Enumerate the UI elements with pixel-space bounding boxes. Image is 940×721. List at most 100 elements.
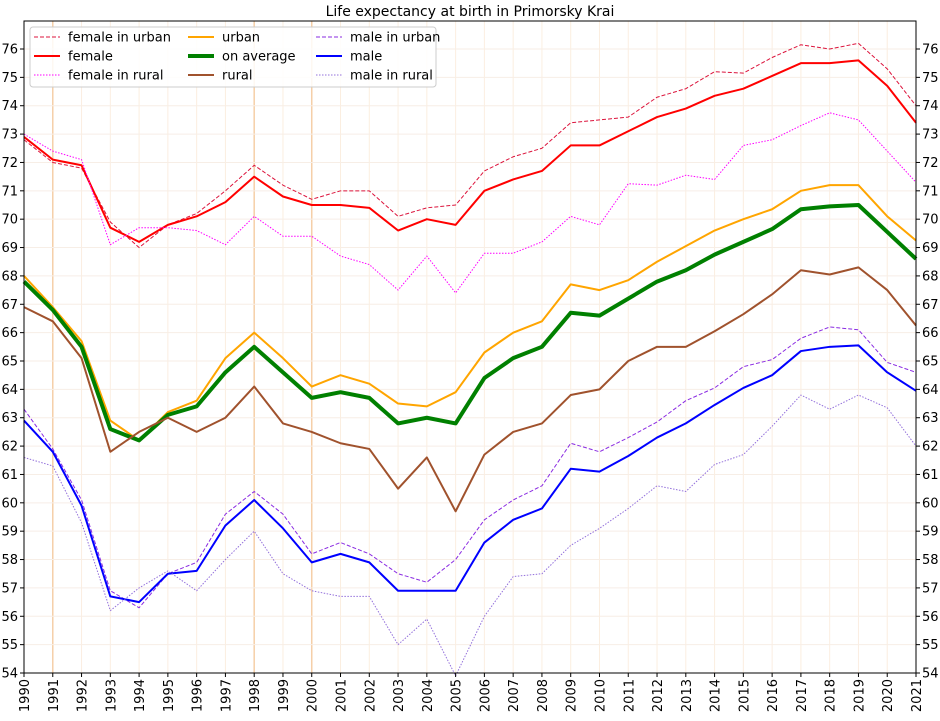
y-tick-label-left: 69 [1,241,18,256]
x-tick-label: 2002 [363,679,378,712]
x-tick-label: 2012 [651,679,666,712]
y-tick-label-left: 71 [1,184,18,199]
y-tick-label-left: 62 [1,440,18,455]
x-tick-label: 2018 [824,679,839,712]
x-tick-label: 2011 [622,679,637,712]
y-tick-label-left: 70 [1,213,18,228]
x-tick-label: 2007 [507,679,522,712]
x-tick-label: 1991 [47,679,62,712]
x-tick-label: 2001 [335,679,350,712]
x-tick-label: 2019 [852,679,867,712]
x-tick-label: 2009 [565,679,580,712]
x-tick-label: 2006 [478,679,493,712]
y-tick-label-right: 62 [922,440,939,455]
y-tick-label-left: 64 [1,383,18,398]
series-line-rural [23,266,917,513]
x-tick-label: 2013 [680,679,695,712]
legend-label: female [68,50,113,65]
y-tick-label-right: 63 [922,411,939,426]
y-tick-label-left: 66 [1,326,18,341]
legend-label: on average [222,50,296,65]
x-tick-label: 1999 [277,679,292,712]
y-tick-label-right: 71 [922,184,939,199]
x-tick-label: 1998 [248,679,263,712]
y-tick-label-left: 61 [1,468,18,483]
y-tick-label-right: 59 [922,525,939,540]
legend-label: male in rural [350,69,433,84]
x-tick-label: 1994 [133,679,148,712]
grid [23,21,917,674]
y-tick-label-right: 74 [922,99,939,114]
legend-label: urban [222,31,260,46]
series-line-female-in-rural [23,112,917,294]
x-tick-label: 2000 [306,679,321,712]
plot-frame [23,20,917,674]
y-tick-label-left: 59 [1,525,18,540]
series-line-urban [23,184,917,442]
legend-box [29,26,437,88]
legend-label: rural [222,69,253,84]
y-tick-label-right: 76 [922,43,939,58]
x-tick-label: 2014 [709,679,724,712]
y-tick-label-left: 57 [1,581,18,596]
axis-ticks: 1990 1991 1992 1993 1994 1995 1996 1997 1998 1999… [1,43,938,713]
series-line-female [23,59,917,243]
series-line-on-average [22,203,918,443]
legend-label: male in urban [350,31,440,46]
x-tick-label: 2010 [593,679,608,712]
y-tick-label-left: 56 [1,610,18,625]
series-line-male [23,344,917,604]
y-tick-label-left: 73 [1,128,18,143]
y-tick-label-right: 73 [922,128,939,143]
y-tick-label-right: 60 [922,496,939,511]
y-tick-label-right: 61 [922,468,939,483]
legend-label: female in rural [68,69,163,84]
x-tick-label: 2021 [910,679,925,712]
y-tick-label-right: 58 [922,553,939,568]
x-tick-label: 2015 [737,679,752,712]
y-tick-label-right: 54 [922,667,939,682]
x-tick-label: 2004 [421,679,436,712]
chart-title: Life expectancy at birth in Primorsky Kr… [326,4,615,20]
y-tick-label-left: 75 [1,71,18,86]
x-tick-label: 2017 [795,679,810,712]
y-tick-label-left: 65 [1,355,18,370]
y-tick-label-left: 67 [1,298,18,313]
y-tick-label-left: 54 [1,667,18,682]
y-tick-label-right: 67 [922,298,939,313]
series-line-male-in-rural [23,394,917,677]
x-tick-label: 1996 [191,679,206,712]
y-tick-label-left: 76 [1,43,18,58]
y-tick-label-left: 74 [1,99,18,114]
y-tick-label-left: 63 [1,411,18,426]
legend: female in urban female female in rural urba… [29,26,440,88]
y-tick-label-right: 70 [922,213,939,228]
y-tick-label-right: 66 [922,326,939,341]
x-tick-label: 2005 [450,679,465,712]
x-tick-label: 2008 [536,679,551,712]
series-line-male-in-urban [23,326,917,609]
x-tick-label: 1990 [18,679,33,712]
x-tick-label: 2016 [766,679,781,712]
y-tick-label-right: 56 [922,610,939,625]
x-tick-label: 1993 [104,679,119,712]
x-tick-label: 1995 [162,679,177,712]
series-lines [22,42,918,677]
x-tick-label: 2003 [392,679,407,712]
legend-label: male [350,50,382,65]
x-tick-label: 2020 [881,679,896,712]
legend-label: female in urban [68,31,171,46]
x-tick-label: 1992 [76,679,91,712]
y-tick-label-left: 68 [1,269,18,284]
y-tick-label-left: 72 [1,156,18,171]
y-tick-label-right: 68 [922,269,939,284]
y-tick-label-left: 60 [1,496,18,511]
y-tick-label-right: 72 [922,156,939,171]
y-tick-label-left: 55 [1,638,18,653]
y-tick-label-right: 65 [922,355,939,370]
y-tick-label-right: 64 [922,383,939,398]
y-tick-label-right: 69 [922,241,939,256]
y-tick-label-right: 57 [922,581,939,596]
y-tick-label-left: 58 [1,553,18,568]
